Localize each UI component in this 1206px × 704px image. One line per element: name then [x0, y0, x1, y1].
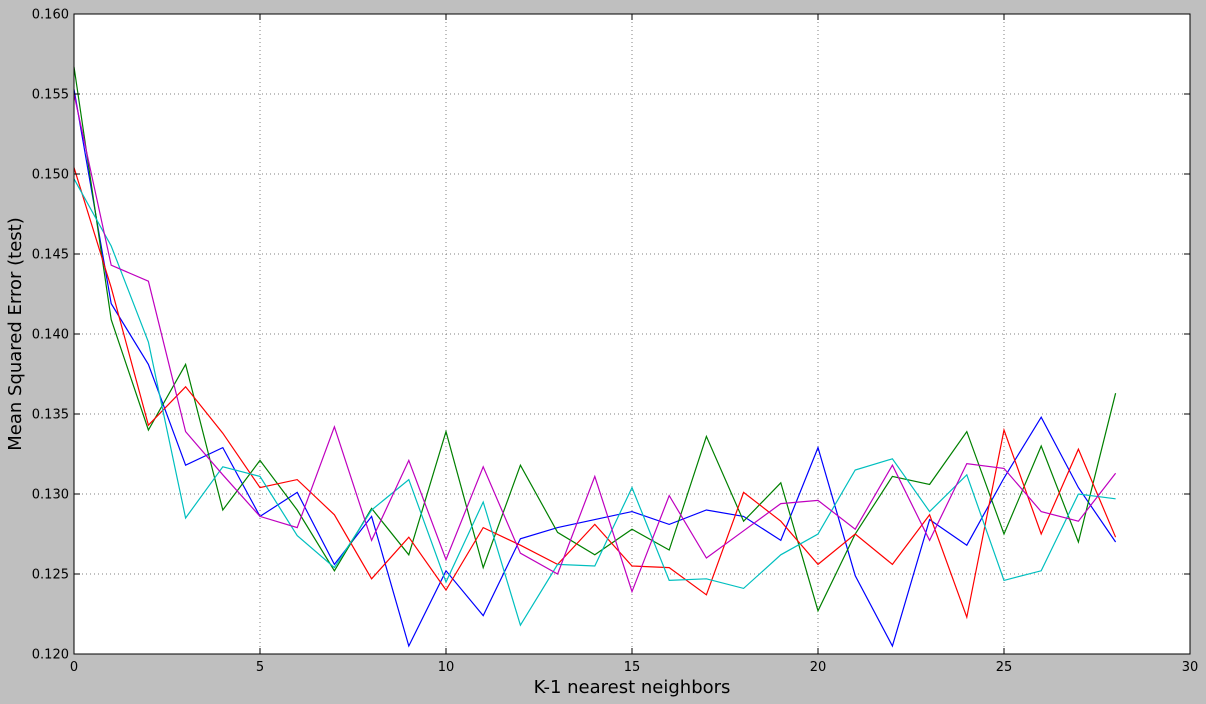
- series-line-3: [73, 167, 1117, 620]
- y-axis-title: Mean Squared Error (test): [5, 217, 26, 451]
- y-tick-label: 0.130: [32, 488, 69, 503]
- y-tick-label: 0.125: [32, 568, 69, 583]
- y-tick-label: 0.120: [32, 648, 69, 663]
- axis-ticks: 0 5 10 15 20 25 30 0.120 0.125 0.130 0.135 0.140 0.1…: [32, 8, 1198, 676]
- y-tick-label: 0.140: [32, 328, 69, 343]
- y-tick-label: 0.135: [32, 408, 69, 423]
- x-tick-label: 0: [70, 660, 78, 675]
- x-tick-label: 20: [810, 660, 827, 675]
- x-axis-title: K-1 nearest neighbors: [534, 677, 731, 698]
- x-tick-label: 5: [256, 660, 264, 675]
- y-tick-label: 0.160: [32, 8, 69, 23]
- x-tick-label: 10: [438, 660, 455, 675]
- x-tick-label: 30: [1182, 660, 1199, 675]
- series-line-5: [73, 93, 1117, 594]
- y-tick-label: 0.155: [32, 88, 69, 103]
- series-line-4: [73, 178, 1116, 627]
- x-tick-label: 15: [624, 660, 641, 675]
- x-tick-label: 25: [996, 660, 1013, 675]
- series-lines: [73, 66, 1117, 648]
- y-tick-label: 0.145: [32, 248, 69, 263]
- y-tick-label: 0.150: [32, 168, 69, 183]
- series-line-1: [73, 89, 1117, 648]
- series-line-2: [73, 66, 1117, 613]
